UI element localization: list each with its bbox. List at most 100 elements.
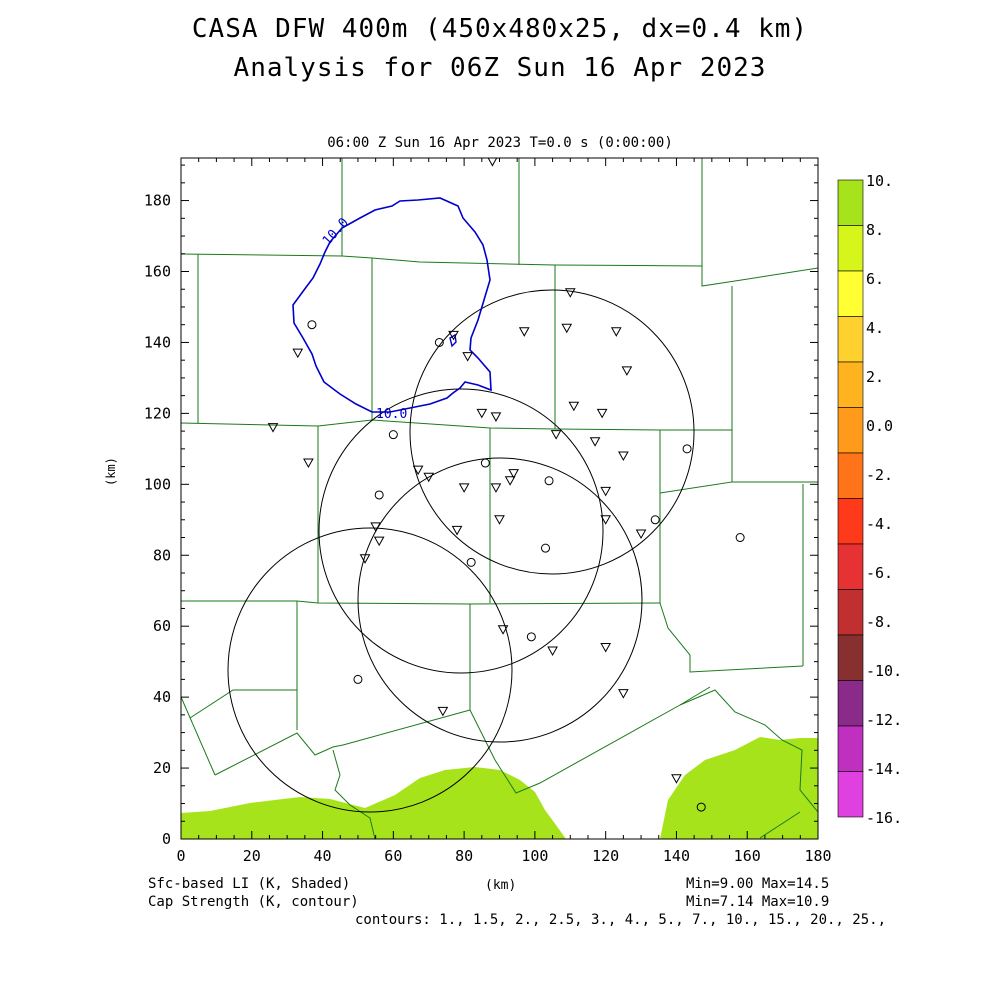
station-triangle-marker (564, 288, 576, 298)
x-tick-label: 100 (521, 847, 548, 865)
y-tick-label: 180 (144, 192, 171, 210)
colorbar-swatch (837, 589, 864, 636)
plot-title-line2: Analysis for 06Z Sun 16 Apr 2023 (233, 53, 767, 83)
station-triangle-marker (547, 646, 558, 657)
li-shading-southeast (660, 737, 818, 839)
axis-ticks (180, 158, 819, 840)
station-triangle-marker (600, 486, 612, 497)
plot-subtitle: 06:00 Z Sun 16 Apr 2023 T=0.0 s (0:00:00… (327, 135, 673, 151)
station-triangle-marker (458, 483, 470, 493)
station-triangle-marker (550, 430, 562, 440)
y-tick-labels: 0 20 40 60 80 100 120 140 160 180 (144, 192, 171, 848)
station-markers (267, 158, 745, 812)
x-tick-labels: 0 20 40 60 80 100 120 140 160 180 (176, 847, 831, 865)
station-triangle-marker (373, 536, 385, 547)
station-triangle-marker (423, 472, 435, 483)
x-axis-label: (km) (485, 878, 517, 893)
station-triangle-marker (437, 706, 449, 717)
colorbar-swatch (837, 543, 864, 590)
colorbar-swatch (837, 407, 864, 454)
colorbar-swatch (837, 680, 864, 727)
plot-title-line1: CASA DFW 400m (450x480x25, dx=0.4 km) (191, 14, 809, 44)
footer-shaded-minmax: Min=9.00 Max=14.5 (686, 876, 830, 892)
station-triangle-marker (359, 554, 371, 564)
station-circle-marker (526, 632, 536, 642)
contour-label-upper: 10.0 (320, 215, 352, 248)
station-circle-marker (735, 533, 745, 543)
station-triangle-marker (518, 327, 530, 337)
station-triangle-marker (568, 401, 580, 412)
station-triangle-marker (487, 158, 498, 167)
x-tick-label: 180 (804, 847, 831, 865)
radar-ring-southwest (227, 527, 513, 813)
station-circle-marker (434, 337, 444, 347)
station-circle-marker (466, 557, 476, 567)
footer-contour-field: Cap Strength (K, contour) (148, 894, 359, 910)
cap-strength-contour: 10.0 10.0 (292, 197, 492, 422)
colorbar-label: -12. (866, 711, 902, 729)
station-triangle-marker (610, 327, 622, 337)
colorbar-swatch (837, 634, 864, 681)
colorbar: 10. 8. 6. 4. 2. 0.0 -2. -4. -6. -8. -10. -12. -14. -1… (837, 172, 902, 827)
x-tick-label: 60 (384, 847, 402, 865)
colorbar-label: 10. (866, 172, 893, 190)
station-triangle-marker (621, 366, 633, 376)
station-triangle-marker (303, 458, 314, 469)
station-triangle-marker (448, 330, 459, 341)
station-triangle-marker (462, 352, 474, 362)
colorbar-swatch (837, 498, 864, 545)
x-tick-label: 80 (455, 847, 473, 865)
contour-10 (292, 197, 492, 413)
colorbar-swatch (837, 270, 864, 317)
footer-shaded-field: Sfc-based LI (K, Shaded) (148, 876, 351, 892)
station-triangle-marker (635, 529, 647, 539)
colorbar-label: 8. (866, 221, 884, 239)
station-triangle-marker (267, 423, 279, 433)
x-tick-label: 140 (663, 847, 690, 865)
y-tick-label: 140 (144, 333, 171, 351)
station-circle-marker (388, 430, 398, 440)
station-triangle-marker (494, 515, 505, 525)
station-triangle-marker (618, 451, 629, 461)
y-tick-label: 60 (153, 617, 171, 635)
contour-label-lower: 10.0 (376, 407, 407, 422)
station-circle-marker (541, 543, 551, 553)
radar-ring-south (357, 457, 643, 743)
colorbar-label: 4. (866, 319, 884, 337)
radar-ring-center (318, 388, 604, 674)
station-triangle-marker (497, 625, 509, 635)
colorbar-label: -10. (866, 662, 902, 680)
y-tick-label: 40 (153, 688, 171, 706)
station-triangle-marker (671, 774, 682, 784)
x-tick-label: 20 (243, 847, 261, 865)
y-tick-label: 120 (144, 404, 171, 422)
y-axis-label: (km) (104, 457, 118, 486)
station-triangle-marker (596, 408, 608, 419)
station-circle-marker (480, 458, 490, 468)
y-tick-label: 160 (144, 263, 171, 281)
colorbar-swatch (837, 225, 864, 272)
station-circle-marker (544, 476, 554, 486)
station-triangle-marker (504, 476, 516, 486)
colorbar-label: -14. (866, 760, 902, 778)
footer-contour-levels: contours: 1., 1.5, 2., 2.5, 3., 4., 5., … (355, 912, 887, 928)
station-triangle-marker (451, 525, 463, 536)
x-tick-label: 160 (734, 847, 761, 865)
li-shading (181, 737, 818, 839)
colorbar-label: 2. (866, 368, 884, 386)
colorbar-swatch (837, 452, 864, 499)
colorbar-label: -4. (866, 515, 893, 533)
county-boundaries (181, 158, 818, 839)
station-triangle-marker (589, 437, 601, 447)
station-circle-marker (696, 802, 706, 812)
colorbar-label: -16. (866, 809, 902, 827)
station-circle-marker (682, 444, 692, 454)
colorbar-label: 6. (866, 270, 884, 288)
colorbar-swatch (837, 771, 864, 818)
y-tick-label: 20 (153, 759, 171, 777)
li-shading-south (181, 767, 566, 839)
x-tick-label: 40 (314, 847, 332, 865)
plot-frame (180, 157, 819, 840)
radar-ring-northeast (409, 289, 695, 575)
colorbar-label: 0.0 (866, 417, 893, 435)
